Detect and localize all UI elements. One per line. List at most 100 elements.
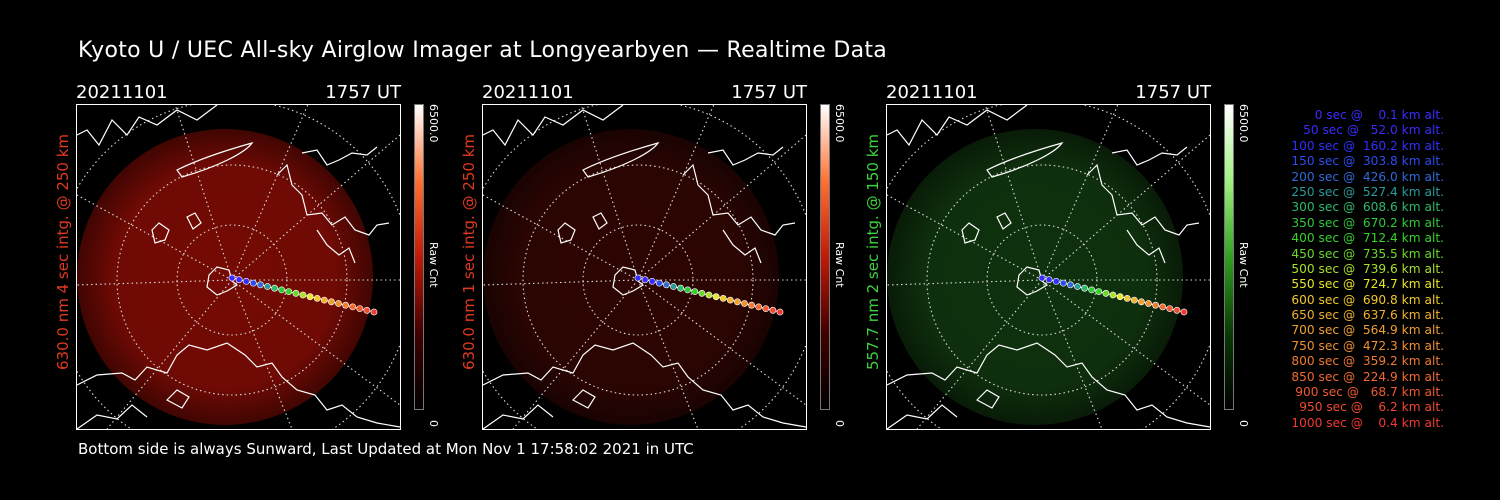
trajectory-dot-8 bbox=[691, 288, 699, 295]
trajectory-dot-7 bbox=[1088, 286, 1096, 294]
allsky-map-svg bbox=[77, 105, 400, 429]
legend-item: 450 sec @ 735.5 km alt. bbox=[1291, 246, 1444, 261]
coastlines bbox=[483, 105, 806, 429]
panel-date: 20211101 bbox=[886, 82, 978, 103]
trajectory-dot-1 bbox=[1045, 276, 1053, 284]
airglow-disc bbox=[887, 129, 1183, 425]
trajectory-dot-2 bbox=[1052, 277, 1060, 285]
legend-item: 850 sec @ 224.9 km alt. bbox=[1291, 369, 1444, 384]
trajectory-dot-11 bbox=[306, 293, 314, 301]
trajectory-dot-0 bbox=[228, 274, 236, 282]
trajectory-legend: 0 sec @ 0.1 km alt. 50 sec @ 52.0 km alt.… bbox=[1262, 108, 1444, 431]
geographic-grid bbox=[483, 105, 806, 429]
trajectory-dot-2 bbox=[648, 277, 656, 285]
colorbar-unit-label: Raw Cnt bbox=[427, 242, 440, 288]
trajectory-dot-6 bbox=[1081, 284, 1088, 292]
trajectory-dot-4 bbox=[1066, 281, 1074, 289]
colorbar-min-label: 0 bbox=[427, 420, 440, 427]
geographic-grid bbox=[887, 105, 1210, 429]
coastlines bbox=[77, 105, 400, 429]
colorbar bbox=[414, 104, 424, 410]
trajectory-dot-9 bbox=[698, 289, 706, 297]
legend-item: 600 sec @ 690.8 km alt. bbox=[1291, 292, 1444, 307]
legend-item: 200 sec @ 426.0 km alt. bbox=[1291, 169, 1444, 184]
legend-item: 1000 sec @ 0.4 km alt. bbox=[1291, 415, 1444, 430]
legend-item: 400 sec @ 712.4 km alt. bbox=[1291, 231, 1444, 246]
trajectory-dot-17 bbox=[349, 303, 357, 311]
allsky-map-svg bbox=[483, 105, 806, 429]
trajectory-dot-15 bbox=[335, 300, 342, 307]
imager-panel-3: 20211101 1757 UT bbox=[864, 82, 1250, 430]
colorbar bbox=[820, 104, 830, 410]
colorbar-max-label: 6500.0 bbox=[833, 104, 846, 143]
coastlines bbox=[887, 105, 1210, 429]
trajectory-dot-17 bbox=[755, 303, 763, 311]
trajectory-dot-5 bbox=[264, 283, 271, 290]
trajectory-dot-16 bbox=[342, 301, 349, 309]
panel-ylabel: 630.0 nm 1 sec intg. @ 250 km bbox=[460, 133, 478, 370]
trajectory-dot-4 bbox=[662, 281, 670, 289]
trajectory-dot-19 bbox=[363, 306, 371, 314]
trajectory-dot-0 bbox=[634, 274, 642, 282]
trajectory-dot-7 bbox=[278, 286, 286, 294]
trajectory-dot-10 bbox=[1109, 291, 1117, 299]
legend-item: 350 sec @ 670.2 km alt. bbox=[1291, 215, 1444, 230]
panel-ylabel: 557.7 nm 2 sec intg. @ 150 km bbox=[864, 133, 882, 370]
trajectory-dot-1 bbox=[235, 276, 243, 284]
legend-item: 50 sec @ 52.0 km alt. bbox=[1303, 123, 1444, 138]
legend-item: 250 sec @ 527.4 km alt. bbox=[1291, 184, 1444, 199]
trajectory-dot-5 bbox=[1074, 283, 1081, 290]
trajectory-dot-3 bbox=[249, 279, 257, 287]
trajectory-dot-0 bbox=[1038, 274, 1046, 282]
trajectory-dot-13 bbox=[726, 296, 734, 304]
legend-item: 900 sec @ 68.7 km alt. bbox=[1295, 385, 1444, 400]
legend-item: 500 sec @ 739.6 km alt. bbox=[1291, 261, 1444, 276]
trajectory-dot-9 bbox=[292, 289, 300, 297]
trajectory-dot-17 bbox=[1159, 303, 1167, 311]
allsky-map[interactable] bbox=[482, 104, 807, 430]
trajectory-dot-6 bbox=[271, 284, 278, 292]
trajectory-dot-19 bbox=[1173, 306, 1181, 314]
trajectory-dot-15 bbox=[741, 300, 748, 307]
legend-item: 100 sec @ 160.2 km alt. bbox=[1291, 138, 1444, 153]
page-title: Kyoto U / UEC All-sky Airglow Imager at … bbox=[78, 38, 888, 63]
colorbar-unit-label: Raw Cnt bbox=[1237, 242, 1250, 288]
colorbar-max-label: 6500.0 bbox=[1237, 104, 1250, 143]
colorbar-min-label: 0 bbox=[833, 420, 846, 427]
colorbar-min-label: 0 bbox=[1237, 420, 1250, 427]
trajectory-dot-18 bbox=[1166, 305, 1174, 312]
trajectory-dot-13 bbox=[1130, 296, 1138, 304]
airglow-disc bbox=[483, 129, 779, 425]
legend-item: 0 sec @ 0.1 km alt. bbox=[1314, 108, 1444, 122]
colorbar-max-label: 6500.0 bbox=[427, 104, 440, 143]
trajectory-dot-20 bbox=[370, 308, 378, 316]
legend-item: 150 sec @ 303.8 km alt. bbox=[1291, 154, 1444, 169]
trajectory-dot-14 bbox=[733, 298, 741, 306]
legend-item: 700 sec @ 564.9 km alt. bbox=[1291, 323, 1444, 338]
trajectory-dot-2 bbox=[242, 277, 250, 285]
trajectory-dot-7 bbox=[684, 286, 692, 294]
allsky-map[interactable] bbox=[76, 104, 401, 430]
trajectory-dot-10 bbox=[299, 291, 307, 299]
trajectory-dot-14 bbox=[327, 298, 335, 306]
allsky-map[interactable] bbox=[886, 104, 1211, 430]
trajectory-dot-15 bbox=[1145, 300, 1152, 307]
panel-ylabel: 630.0 nm 4 sec intg. @ 250 km bbox=[54, 133, 72, 370]
trajectory-dot-10 bbox=[705, 291, 713, 299]
trajectory-dot-1 bbox=[641, 276, 649, 284]
trajectory-dot-18 bbox=[762, 305, 770, 312]
trajectory-dot-14 bbox=[1137, 298, 1145, 306]
trajectory-dot-8 bbox=[285, 288, 293, 295]
trajectory-dot-3 bbox=[655, 279, 663, 287]
trajectory-dot-16 bbox=[1152, 301, 1159, 309]
trajectory-dot-8 bbox=[1095, 288, 1103, 295]
trajectory-dot-20 bbox=[1180, 308, 1188, 316]
trajectory-dots bbox=[634, 274, 784, 316]
trajectory-dot-12 bbox=[313, 294, 321, 302]
geographic-grid bbox=[77, 105, 400, 429]
airglow-disc bbox=[77, 129, 373, 425]
imager-panel-2: 20211101 1757 UT bbox=[460, 82, 846, 430]
trajectory-dot-11 bbox=[712, 293, 720, 301]
trajectory-dot-12 bbox=[719, 294, 727, 302]
trajectory-dot-6 bbox=[677, 284, 684, 292]
